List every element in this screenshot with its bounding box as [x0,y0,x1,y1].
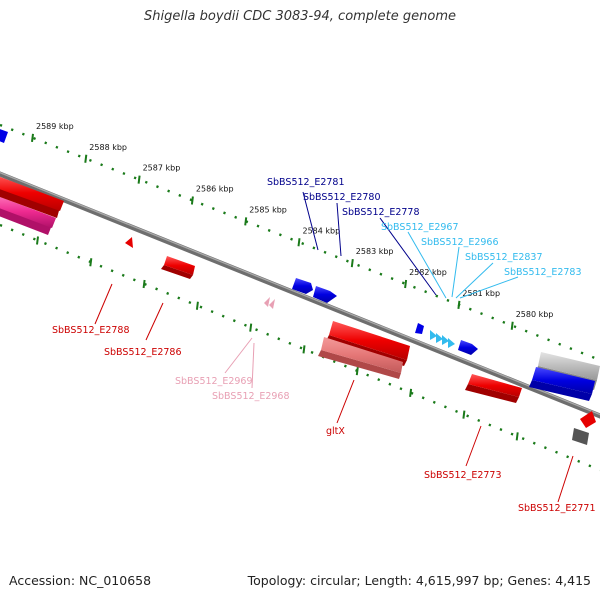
label-SbBS512_E2783[interactable]: SbBS512_E2783 [504,267,582,278]
reverse-strand-features [0,175,596,445]
gene-SbBS512_E2771[interactable] [580,411,596,428]
ruler-tick-label: 2580 kbp [516,310,554,319]
ruler-major-tick [350,259,354,268]
page-title: Shigella boydii CDC 3083-94, complete ge… [143,9,457,24]
gene-SbBS512_E2778[interactable] [415,323,424,334]
label-SbBS512_E2771[interactable]: SbBS512_E2771 [518,503,596,514]
ruler-major-tick [297,238,301,247]
ruler-major-tick [404,279,408,289]
callout-lines [94,191,574,503]
gene-SbBS512_E2786[interactable] [161,256,195,279]
gene-red-left[interactable] [0,175,64,218]
ruler-major-tick [190,196,194,205]
ruler-major-tick [84,154,88,163]
label-SbBS512_E2773[interactable]: SbBS512_E2773 [424,470,502,481]
ruler-major-tick [510,321,514,330]
gene-SbBS512_E2788[interactable] [125,237,133,248]
genome-backbone [0,171,600,419]
label-SbBS512_E2788[interactable]: SbBS512_E2788 [52,325,130,336]
ruler-major-tick [457,300,461,310]
ruler-tick-label: 2584 kbp [303,226,341,235]
ruler-tick-label: 2581 kbp [462,289,500,298]
ruler-inner-major-tick [195,301,199,310]
label-SbBS512_E2780[interactable]: SbBS512_E2780 [303,192,381,203]
gene-SbBS512_E2969-E2968[interactable] [264,297,275,309]
gene-pink-left[interactable] [0,195,56,235]
gene-SbBS512_E2773[interactable] [465,374,522,403]
ruler-inner-major-tick [302,345,306,354]
gene-SbBS512_E2781[interactable] [292,278,313,294]
gene-gltX-lower[interactable] [318,337,403,379]
gene-SbBS512_E2783[interactable] [458,340,478,355]
ruler-tick-label: 2589 kbp [36,122,74,131]
outer-ruler-ticks [31,133,514,330]
ruler-inner-major-tick [142,279,146,289]
ruler-inner-major-tick [462,410,466,419]
ruler-inner-major-tick [36,236,39,245]
ruler-tick-label: 2585 kbp [249,205,287,214]
inner-ruler-ticks [36,236,519,441]
label-SbBS512_E2837[interactable]: SbBS512_E2837 [465,252,543,263]
ruler-tick-label: 2587 kbp [143,164,181,173]
gene-SbBS512_E2780[interactable] [313,286,337,303]
gene-blue-right[interactable] [529,367,595,401]
accession-text: Accession: NC_010658 [9,573,152,588]
genome-backbone-highlight [0,171,600,416]
gene-blue-left[interactable] [0,128,8,143]
inner-ruler-track [0,223,600,472]
forward-strand-features [0,128,600,401]
genome-summary-text: Topology: circular; Length: 4,615,997 bp… [247,573,591,588]
label-SbBS512_E2969[interactable]: SbBS512_E2969 [175,376,253,387]
label-SbBS512_E2781[interactable]: SbBS512_E2781 [267,177,345,188]
ruler-tick-label: 2582 kbp [409,268,447,277]
gene-grey-right[interactable] [572,428,589,445]
ruler-major-tick [31,133,34,143]
ruler-tick-labels: 2589 kbp 2588 kbp 2587 kbp 2586 kbp 2585 kbp… [36,122,553,319]
label-SbBS512_E2967[interactable]: SbBS512_E2967 [381,222,459,233]
ruler-inner-major-tick [355,366,359,376]
ruler-tick-label: 2586 kbp [196,185,234,194]
ruler-major-tick [244,217,248,226]
ruler-inner-major-tick [89,258,93,267]
label-SbBS512_E2786[interactable]: SbBS512_E2786 [104,347,182,358]
ruler-tick-label: 2583 kbp [356,247,394,256]
gene-cluster-light-blue[interactable] [430,330,455,348]
ruler-inner-major-tick [249,323,253,332]
ruler-tick-label: 2588 kbp [89,143,127,152]
ruler-inner-major-tick [409,388,413,397]
label-SbBS512_E2778[interactable]: SbBS512_E2778 [342,207,420,218]
label-gltX[interactable]: gltX [326,426,345,437]
ruler-major-tick [137,175,141,184]
label-SbBS512_E2968[interactable]: SbBS512_E2968 [212,391,290,402]
ruler-inner-major-tick [515,432,519,441]
label-SbBS512_E2966[interactable]: SbBS512_E2966 [421,237,499,248]
